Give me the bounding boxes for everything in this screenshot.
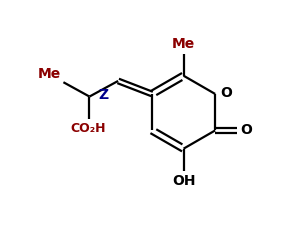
Text: O: O xyxy=(240,123,252,137)
Text: CO₂H: CO₂H xyxy=(71,122,106,135)
Text: Me: Me xyxy=(172,37,195,52)
Text: Me: Me xyxy=(38,67,61,81)
Text: Z: Z xyxy=(99,88,109,102)
Text: O: O xyxy=(220,86,232,100)
Text: OH: OH xyxy=(172,174,195,188)
